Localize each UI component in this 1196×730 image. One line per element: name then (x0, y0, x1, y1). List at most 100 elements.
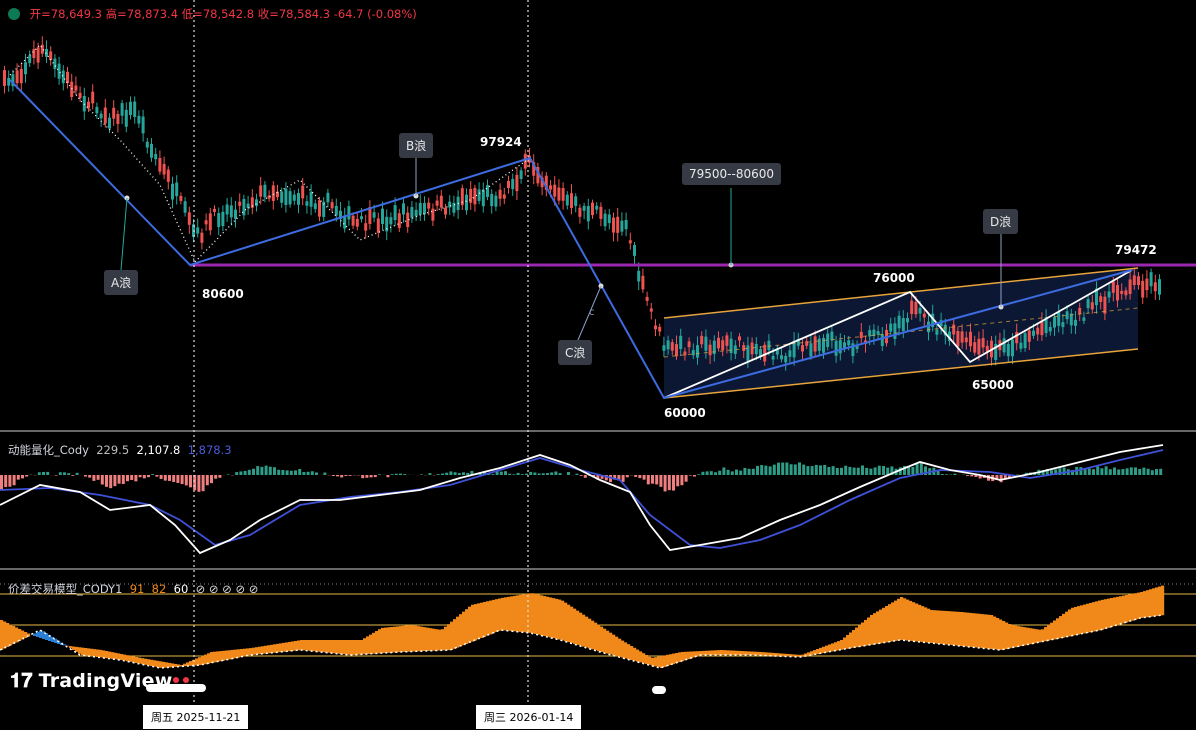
momentum-histogram-bar (646, 475, 650, 485)
spread-model-fill-band (468, 606, 472, 643)
spread-model-fill-band (339, 640, 343, 654)
momentum-histogram-bar (1113, 467, 1116, 475)
zone-label[interactable]: 79500--80600 (682, 163, 782, 185)
candle-body (624, 219, 628, 230)
candle-body (427, 202, 431, 209)
indicator1-name: 动能量化_Cody (8, 443, 89, 457)
momentum-histogram-bar (693, 475, 696, 477)
spread-model-fill-band (63, 644, 67, 646)
spread-model-fill-band (1047, 624, 1051, 641)
momentum-histogram-bar (1159, 468, 1163, 475)
spread-model-fill-band (453, 619, 457, 649)
candle-body (402, 203, 405, 215)
wave-a-connector (120, 197, 128, 271)
spread-model-fill-band (480, 602, 484, 638)
candle-body (1153, 282, 1157, 292)
momentum-histogram-bar (537, 473, 541, 475)
candle-body (1036, 327, 1040, 335)
candle-body (1023, 333, 1027, 348)
candle-body (154, 153, 158, 160)
wave-b-label[interactable]: B浪 (399, 133, 434, 158)
indicator1-header[interactable]: 动能量化_Cody 229.5 2,107.8 1,878.3 (8, 442, 232, 458)
candle-body (221, 211, 225, 227)
marker-pill-right (652, 686, 666, 694)
candle-body (906, 317, 909, 323)
momentum-histogram-bar (659, 475, 663, 487)
spread-model-fill-band (1005, 622, 1009, 649)
candle-body (582, 205, 586, 211)
spread-model-fill-band (432, 628, 436, 651)
momentum-histogram-bar (760, 465, 764, 475)
candle-body (200, 232, 204, 243)
spread-model-fill-band (912, 602, 916, 642)
spread-model-fill-band (939, 610, 943, 644)
spread-model-fill-band (516, 595, 520, 632)
momentum-histogram-bar (819, 465, 822, 475)
momentum-histogram-bar (96, 475, 100, 480)
spread-model-fill-band (87, 648, 91, 656)
candle-body (679, 335, 683, 349)
candle-body (1074, 319, 1077, 326)
candle-body (1132, 275, 1136, 286)
candle-body (922, 313, 926, 318)
candle-body (1149, 272, 1153, 287)
spread-model-fill-band (498, 598, 502, 631)
spread-model-fill-band (147, 659, 151, 666)
spread-model-fill-band (876, 611, 880, 644)
spread-model-fill-band (444, 626, 448, 651)
wave-a-label[interactable]: A浪 (104, 270, 139, 295)
indicator2-header[interactable]: 价差交易模型_CODY1 91 82 60 ⊘ ⊘ ⊘ ⊘ ⊘ (8, 581, 258, 597)
momentum-histogram-bar (331, 475, 335, 476)
momentum-histogram-bar (529, 471, 533, 475)
momentum-histogram-bar (550, 472, 554, 475)
spread-model-fill-band (372, 632, 376, 654)
momentum-histogram-bar (1125, 468, 1129, 475)
spread-model-fill-band (447, 624, 451, 651)
marker-dot-1 (173, 677, 179, 683)
spread-model-fill-band (1116, 596, 1120, 626)
momentum-histogram-bar (718, 470, 722, 475)
symbol-icon[interactable] (8, 8, 20, 20)
spread-model-fill-band (627, 644, 631, 660)
wave-c-label[interactable]: C浪 (558, 340, 593, 365)
spread-model-fill-band (117, 653, 121, 660)
candle-body (318, 200, 321, 217)
tv-logo-text: TradingView (38, 670, 173, 692)
spread-model-fill-band (798, 654, 802, 657)
wave-d-label[interactable]: D浪 (983, 209, 1019, 234)
momentum-histogram-bar (386, 475, 390, 478)
momentum-histogram-bar (638, 475, 642, 479)
candle-body (431, 208, 435, 221)
momentum-histogram-bar (264, 465, 268, 475)
dotted-zigzag (9, 44, 531, 264)
tradingview-logo[interactable]: 𝟏𝟕 TradingView (10, 668, 172, 692)
candle-body (868, 330, 872, 337)
spread-model-fill-band (567, 604, 571, 643)
tv-logo-icon: 𝟏𝟕 (10, 668, 33, 692)
momentum-histogram-bar (109, 475, 113, 489)
candle-body (133, 101, 137, 117)
spread-model-fill-band (633, 647, 637, 661)
momentum-histogram-bar (130, 475, 134, 480)
spread-model-fill-band (528, 593, 532, 633)
candle-body (225, 204, 229, 215)
spread-model-fill-band (609, 632, 613, 655)
momentum-histogram-bar (113, 475, 117, 487)
candle-body (213, 208, 216, 212)
spread-model-fill-band (408, 625, 412, 652)
momentum-histogram-bar (915, 464, 919, 475)
spread-model-fill-band (252, 647, 256, 655)
candle-body (788, 350, 792, 357)
spread-model-fill-band (1053, 620, 1057, 640)
momentum-histogram-bar (260, 466, 264, 475)
candle-body (1069, 313, 1073, 326)
momentum-histogram-bar (105, 475, 108, 487)
momentum-histogram-bar (1150, 470, 1154, 475)
candle-body (641, 275, 645, 290)
spread-model-fill-band (942, 610, 946, 645)
candle-body (817, 338, 821, 351)
candle-body (700, 335, 704, 345)
close-value: 收=78,584.3 (257, 7, 331, 21)
momentum-histogram-bar (995, 475, 999, 480)
